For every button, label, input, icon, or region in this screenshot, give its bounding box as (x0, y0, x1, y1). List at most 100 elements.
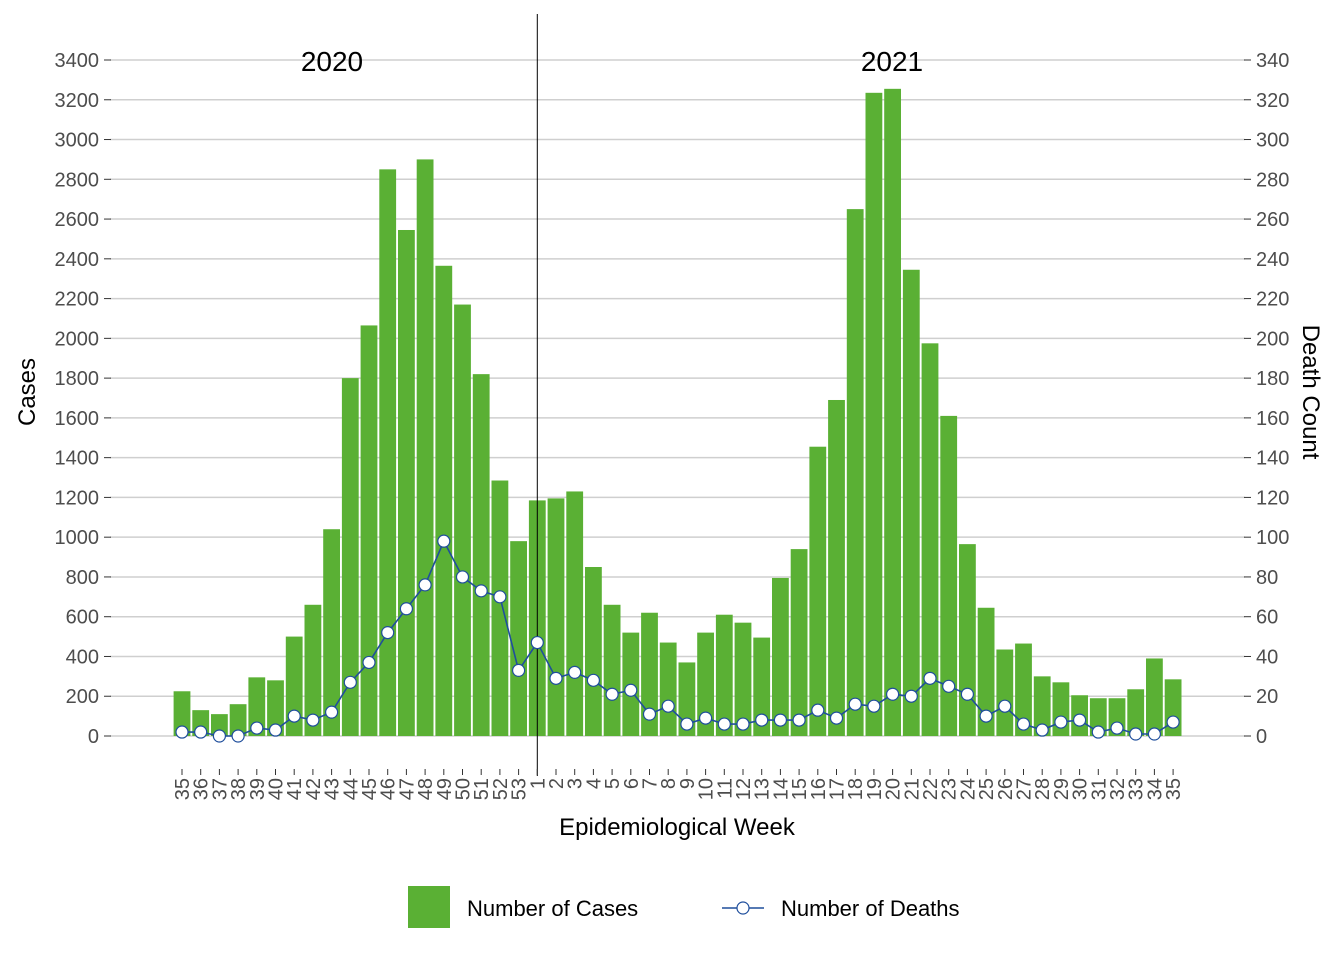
y-right-tick-label: 120 (1256, 487, 1289, 509)
x-axis: 3536373839404142434445464748495051525312… (172, 769, 1185, 800)
death-point-week-52 (493, 590, 507, 604)
bar-cases-week-28 (1033, 676, 1051, 736)
x-tick-label: 2 (546, 778, 568, 789)
year-label-2020: 2020 (301, 46, 363, 77)
death-point-week-21 (904, 689, 918, 703)
y-right-tick-label: 160 (1256, 408, 1289, 430)
x-tick-label: 43 (322, 778, 344, 800)
bar-cases-week-9 (678, 662, 696, 736)
legend-swatch-deaths-marker (736, 901, 750, 915)
x-tick-label: 3 (565, 778, 587, 789)
x-tick-label: 17 (827, 778, 849, 800)
x-tick-label: 20 (883, 778, 905, 800)
x-tick-label: 51 (471, 778, 493, 800)
gridlines (110, 59, 1245, 737)
bar-cases-week-51 (472, 374, 490, 736)
y-right-tick-label: 340 (1256, 50, 1289, 72)
y-tick-label: 600 (66, 607, 99, 629)
bar-cases-week-14 (772, 577, 789, 736)
bar-cases-week-4 (585, 567, 602, 736)
legend-swatch-cases (408, 886, 450, 928)
x-tick-label: 53 (509, 778, 531, 800)
y-right-tick-label: 40 (1256, 646, 1278, 668)
x-tick-label: 52 (490, 778, 512, 800)
death-point-week-2 (549, 671, 563, 685)
death-point-week-40 (268, 723, 283, 737)
bar-cases-week-13 (753, 637, 771, 736)
bar-cases-week-31 (1089, 698, 1107, 736)
x-tick-label: 32 (1107, 778, 1129, 800)
x-tick-label: 40 (266, 778, 288, 800)
death-point-week-35 (1166, 715, 1180, 729)
x-tick-label: 49 (434, 778, 456, 800)
bar-cases-week-5 (603, 604, 621, 736)
death-point-week-1 (530, 635, 544, 650)
x-tick-label: 37 (209, 778, 231, 800)
death-point-week-38 (231, 729, 245, 743)
y-right-tick-label: 60 (1256, 607, 1278, 629)
x-tick-label: 45 (359, 778, 381, 800)
death-point-week-15 (792, 713, 806, 727)
death-point-week-53 (511, 663, 526, 677)
y-tick-label: 2200 (55, 289, 100, 311)
death-point-week-30 (1072, 713, 1087, 727)
death-point-week-49 (437, 534, 451, 548)
bar-cases-week-24 (959, 544, 976, 736)
bar-cases-week-43 (323, 529, 340, 736)
x-tick-label: 47 (396, 778, 418, 800)
x-tick-label: 31 (1088, 778, 1110, 800)
x-tick-label: 41 (284, 778, 306, 800)
y-tick-label: 2600 (55, 209, 100, 231)
x-tick-label: 9 (677, 778, 699, 789)
x-tick-label: 12 (733, 778, 755, 800)
bar-cases-week-37 (211, 714, 228, 736)
y-tick-label: 1800 (55, 368, 100, 390)
legend: Number of Cases Number of Deaths (408, 886, 960, 928)
bar-cases-week-17 (828, 399, 845, 736)
y-right-tick-label: 260 (1256, 209, 1289, 231)
death-point-week-3 (568, 665, 582, 679)
death-point-week-51 (474, 584, 488, 598)
x-tick-label: 33 (1126, 778, 1148, 800)
death-point-week-42 (306, 713, 320, 727)
x-tick-label: 29 (1051, 778, 1073, 800)
x-tick-label: 39 (247, 778, 269, 800)
bar-cases-week-48 (416, 159, 434, 737)
bar-cases-week-22 (921, 343, 939, 736)
x-tick-label: 15 (789, 778, 811, 800)
y-tick-label: 2000 (55, 328, 100, 350)
death-point-week-41 (287, 709, 301, 723)
bar-cases-week-10 (697, 632, 714, 736)
death-point-week-31 (1091, 725, 1105, 739)
bar-cases-week-3 (566, 491, 584, 736)
x-tick-label: 30 (1070, 778, 1092, 800)
bar-cases-week-52 (491, 480, 509, 736)
x-tick-label: 38 (228, 778, 250, 800)
death-point-week-20 (885, 687, 900, 701)
x-tick-label: 16 (808, 778, 830, 800)
death-point-week-36 (194, 725, 208, 739)
y-right-tick-label: 220 (1256, 289, 1289, 311)
x-tick-label: 19 (864, 778, 886, 800)
x-tick-label: 13 (752, 778, 774, 800)
death-point-week-44 (343, 675, 357, 689)
x-tick-label: 27 (1014, 778, 1036, 800)
y-tick-label: 800 (66, 567, 99, 589)
bar-cases-week-8 (659, 642, 677, 736)
bar-cases-week-27 (1015, 643, 1032, 736)
death-point-week-16 (811, 703, 825, 717)
death-point-week-43 (325, 705, 339, 719)
death-point-week-18 (848, 697, 862, 711)
y-tick-label: 0 (88, 726, 99, 748)
bar-cases-week-53 (510, 541, 527, 736)
death-point-week-19 (867, 699, 881, 713)
death-point-week-17 (829, 711, 844, 725)
y-right-tick-label: 300 (1256, 130, 1289, 152)
death-point-week-6 (624, 683, 638, 697)
bar-cases-week-34 (1146, 658, 1163, 736)
x-tick-label: 46 (378, 778, 400, 800)
bar-cases-week-2 (547, 498, 565, 736)
y-tick-label: 2800 (55, 169, 100, 191)
y-tick-label: 1000 (55, 527, 100, 549)
y-tick-label: 3200 (55, 90, 100, 112)
